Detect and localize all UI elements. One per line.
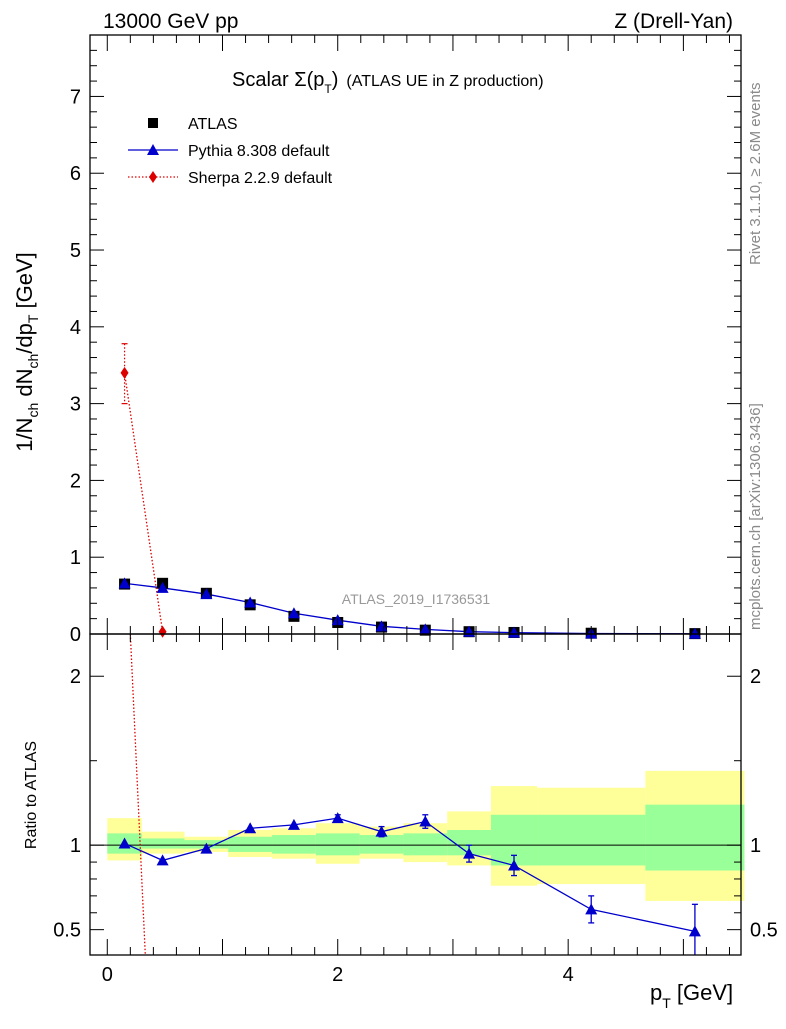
main-title-close: ) xyxy=(332,69,339,91)
ratio-pythia-point xyxy=(419,815,432,827)
uncertainty-band-stat xyxy=(272,835,316,854)
uncertainty-band-stat xyxy=(403,833,448,856)
xtick-label: 4 xyxy=(563,964,574,986)
main-ytick-label: 4 xyxy=(70,317,81,339)
mcplots-label: mcplots.cern.ch [arXiv:1306.3436] xyxy=(747,403,764,630)
ratio-ytick-label-right: 0.5 xyxy=(750,920,778,942)
uncertainty-band-stat xyxy=(315,833,360,856)
legend-pythia-label: Pythia 8.308 default xyxy=(188,143,330,160)
ratio-pythia-point xyxy=(688,925,701,937)
pythia-point xyxy=(244,596,257,608)
x-axis-label: pT [GeV] xyxy=(650,980,733,1011)
pythia-point xyxy=(156,581,169,593)
main-title-subscript: T xyxy=(324,82,332,96)
ratio-ytick-label: 2 xyxy=(70,666,81,688)
header-left: 13000 GeV pp xyxy=(103,10,238,33)
main-ytick-label: 2 xyxy=(70,470,81,492)
xtick-label: 2 xyxy=(332,964,343,986)
ratio-ytick-label: 1 xyxy=(70,835,81,857)
pythia-point xyxy=(200,588,213,600)
legend: ATLAS Pythia 8.308 default Sherpa 2.2.9 … xyxy=(128,116,333,187)
ratio-pythia-line xyxy=(124,817,696,932)
pythia-point xyxy=(688,627,701,639)
ratio-pythia-point xyxy=(508,859,521,871)
main-title-rest: (ATLAS UE in Z production) xyxy=(346,73,543,90)
chart-marks: 0 1 2 3 4 5 6 7 0.5 0.5 1 1 2 2 0 2 4 xyxy=(53,34,778,986)
sherpa-point xyxy=(120,366,129,379)
header-right: Z (Drell-Yan) xyxy=(614,10,733,33)
ratio-ytick-label-right: 2 xyxy=(750,666,761,688)
legend-atlas-marker xyxy=(148,118,158,128)
main-title-main: Scalar Σ(p xyxy=(232,69,324,91)
main-ytick-label: 3 xyxy=(70,394,81,416)
rivet-version-label: Rivet 3.1.10, ≥ 2.6M events xyxy=(747,83,764,266)
ratio-pythia-point xyxy=(463,847,476,859)
main-ylabel: 1/Nch dNch/dpT [GeV] xyxy=(12,252,41,452)
ratio-plot-frame xyxy=(89,633,742,956)
analysis-watermark: ATLAS_2019_I1736531 xyxy=(342,591,491,607)
ratio-pythia-point xyxy=(287,818,300,830)
sherpa-line xyxy=(123,372,164,632)
ratio-pythia-point xyxy=(156,854,169,866)
pythia-point xyxy=(118,577,131,589)
main-ytick-label: 5 xyxy=(70,240,81,262)
ratio-pythia-point xyxy=(118,837,131,849)
pythia-point xyxy=(287,607,300,619)
ratio-pythia-point xyxy=(331,812,344,824)
uncertainty-band-stat xyxy=(359,835,404,854)
sherpa-point xyxy=(158,625,167,638)
ratio-pythia-point xyxy=(585,903,598,915)
uncertainty-band-stat xyxy=(228,836,273,852)
legend-atlas-label: ATLAS xyxy=(188,116,238,133)
ratio-ylabel: Ratio to ATLAS xyxy=(23,741,40,849)
legend-pythia-marker xyxy=(147,144,159,155)
ratio-ytick-label-right: 1 xyxy=(750,835,761,857)
pythia-point xyxy=(375,620,388,632)
uncertainty-band-stat xyxy=(141,838,185,849)
pythia-point xyxy=(419,623,432,635)
pythia-point xyxy=(508,626,521,638)
ratio-ytick-label: 0.5 xyxy=(53,920,81,942)
ratio-pythia-point xyxy=(200,842,213,854)
xtick-label: 0 xyxy=(102,964,113,986)
pythia-line xyxy=(124,582,695,635)
ratio-sherpa-line xyxy=(129,633,146,956)
ratio-pythia-point xyxy=(375,825,388,837)
uncertainty-band-stat xyxy=(537,814,646,866)
legend-sherpa-marker xyxy=(149,171,157,183)
legend-sherpa-label: Sherpa 2.2.9 default xyxy=(188,170,333,187)
uncertainty-band-stat xyxy=(645,804,745,871)
main-ytick-label: 7 xyxy=(70,86,81,108)
main-ytick-label: 6 xyxy=(70,163,81,185)
main-title: Scalar Σ(pT) (ATLAS UE in Z production) xyxy=(232,69,544,96)
main-ytick-label: 1 xyxy=(70,547,81,569)
ratio-pythia-point xyxy=(244,822,257,834)
main-ytick-label: 0 xyxy=(70,624,81,646)
